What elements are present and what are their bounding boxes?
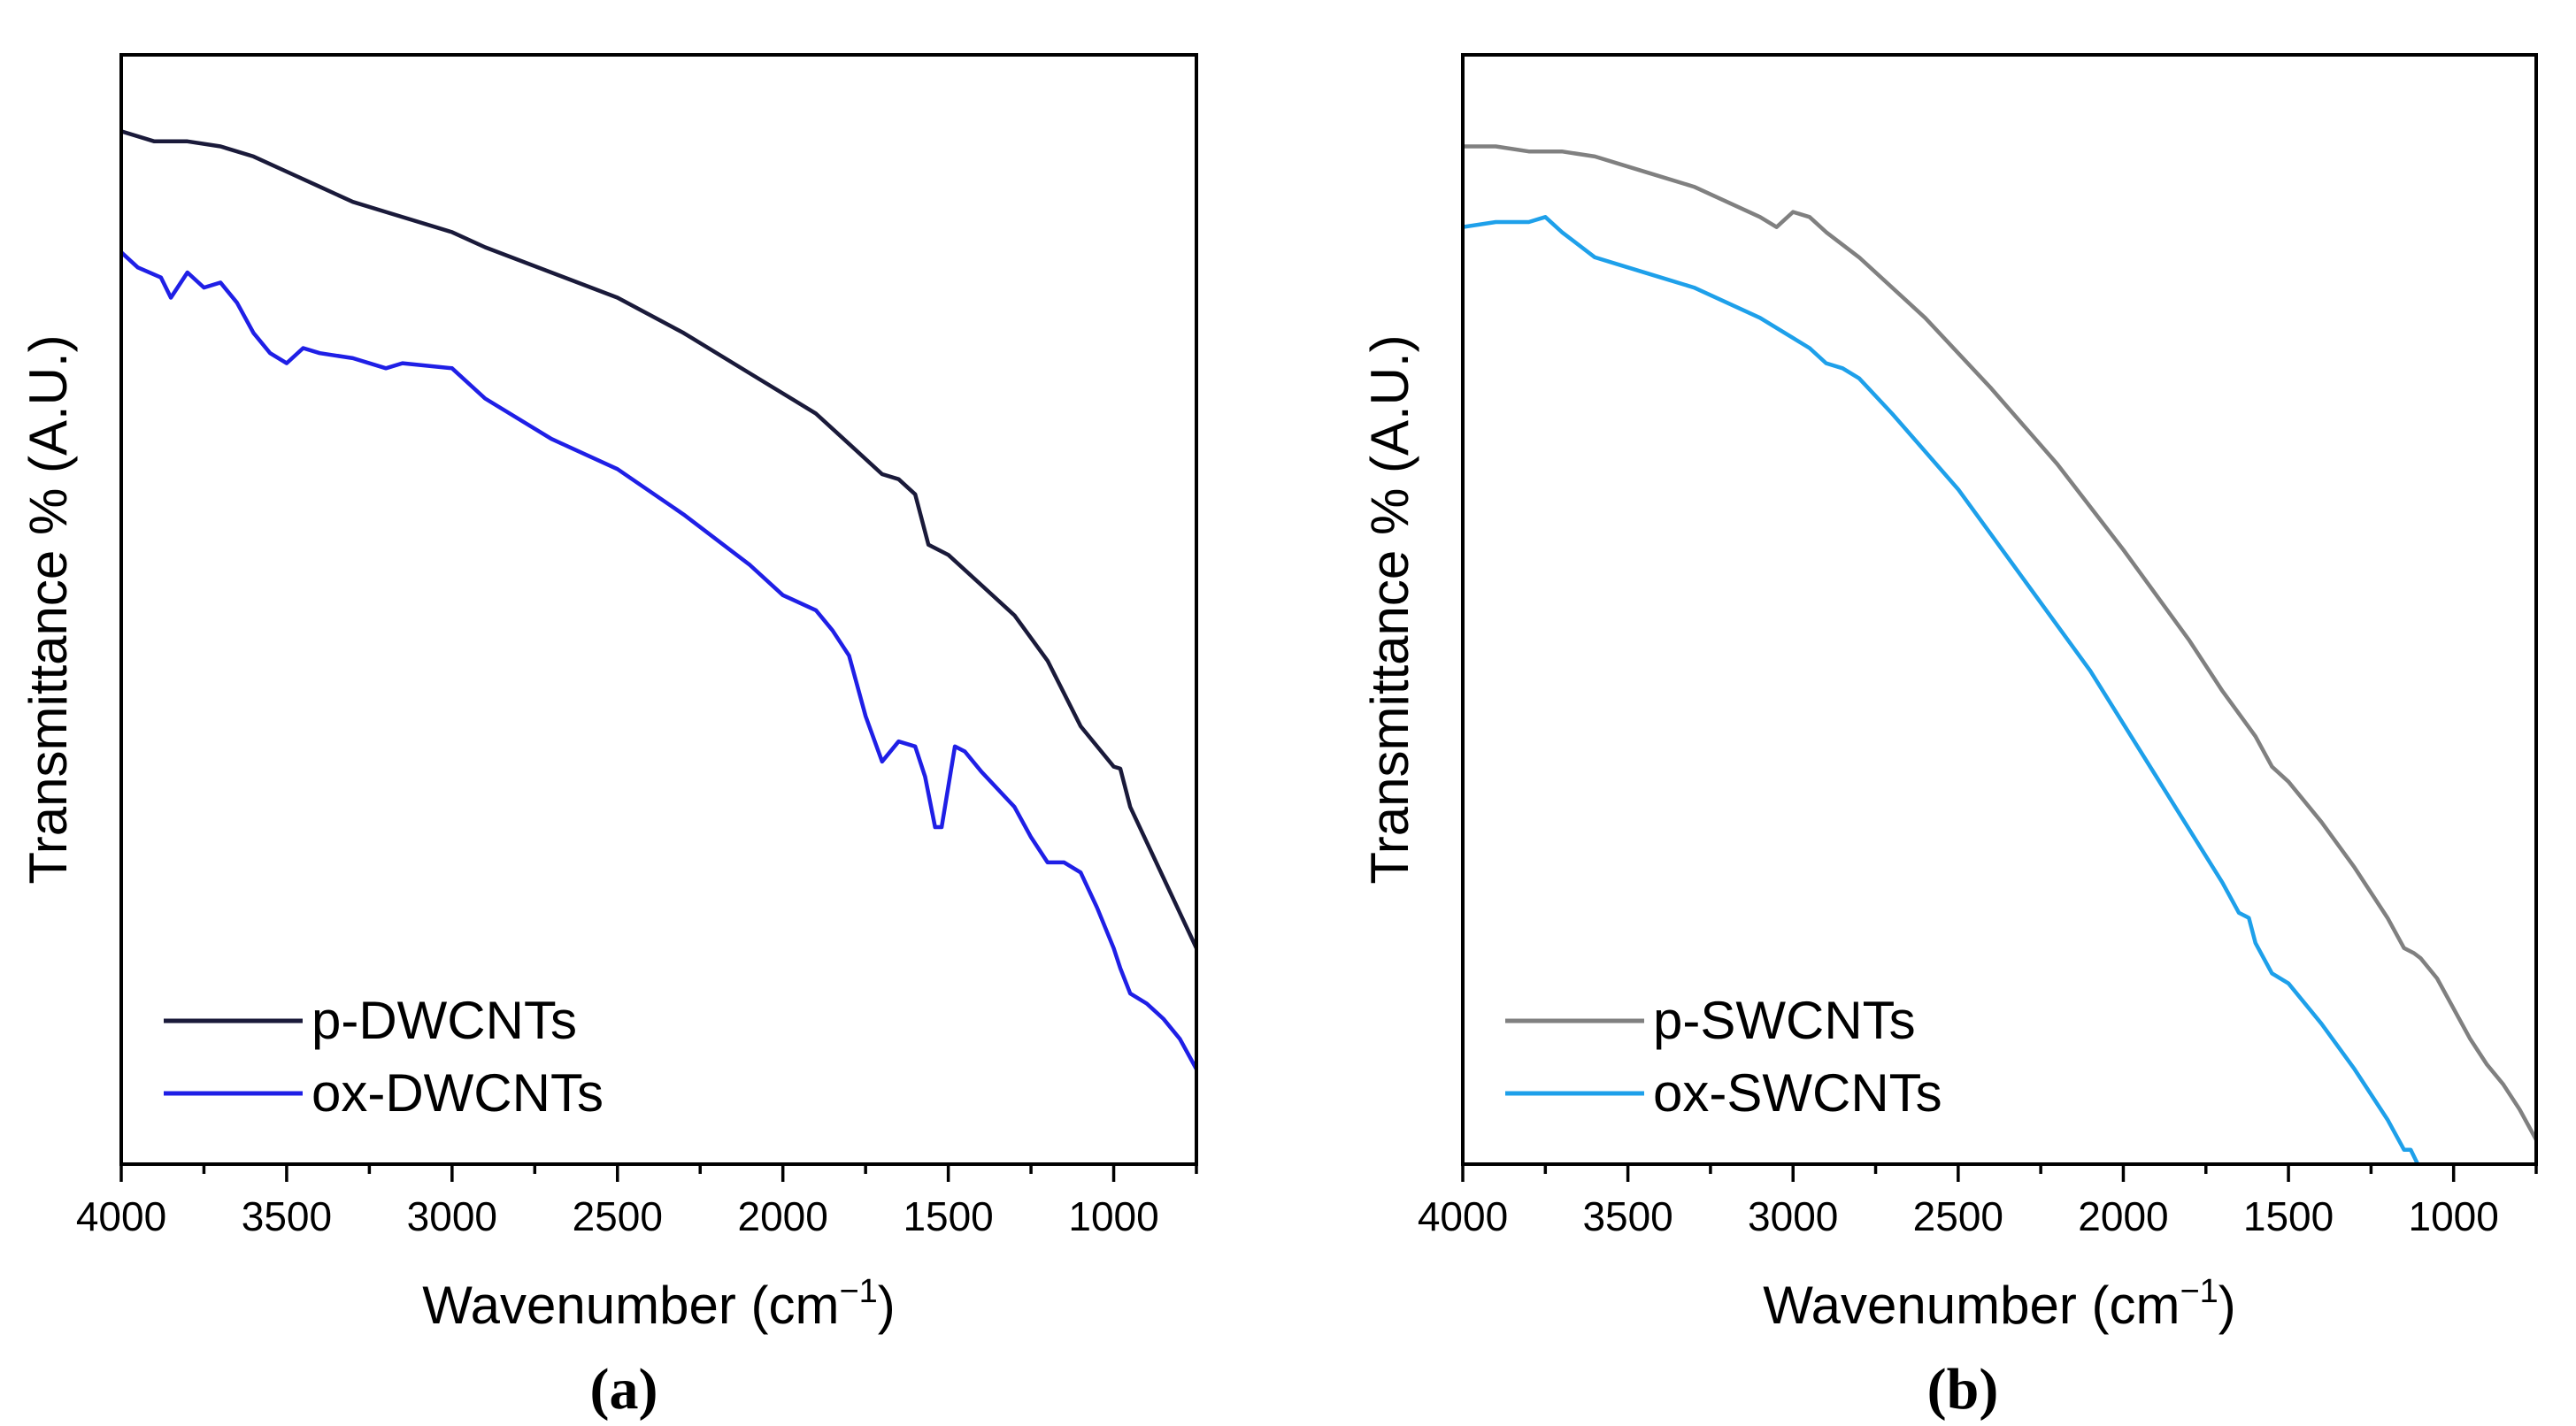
x-axis-label: Wavenumber (cm−1): [422, 1273, 896, 1335]
series-group: [1463, 144, 2536, 1164]
plot-frame: [1461, 53, 2538, 1166]
x-tick-label: 1000: [2409, 1193, 2499, 1239]
x-tick-label: 4000: [1418, 1193, 1508, 1239]
legend: p-DWCNTs ox-DWCNTs: [164, 991, 604, 1123]
x-tick-label: 1500: [2243, 1193, 2334, 1239]
y-axis-label: Transmittance % (A.U.): [19, 334, 78, 884]
x-tick-label: 2000: [2078, 1193, 2168, 1239]
series-line-p-SWCNTs: [1463, 144, 2536, 1141]
legend-label-p-SWCNTs: p-SWCNTs: [1653, 991, 1916, 1050]
x-tick-label: 1500: [903, 1193, 993, 1239]
x-tick-label: 4000: [76, 1193, 166, 1239]
x-tick-label: 2000: [738, 1193, 828, 1239]
x-axis-label: Wavenumber (cm−1): [1763, 1273, 2236, 1335]
series-line-ox-SWCNTs: [1463, 215, 2420, 1164]
x-tick-label: 3000: [407, 1193, 497, 1239]
panel-label: (b): [1927, 1357, 1999, 1422]
x-tick-label: 2500: [1913, 1193, 2003, 1239]
x-tick-label: 3500: [1582, 1193, 1672, 1239]
series-group: [121, 129, 1196, 1070]
legend-label-ox-DWCNTs: ox-DWCNTs: [311, 1063, 604, 1123]
panel-label: (a): [590, 1357, 658, 1422]
plot-frame: [119, 53, 1198, 1166]
series-line-p-DWCNTs: [121, 129, 1196, 949]
chart-panel-a: 4000 3500 3000 2500 2000 1500 1000 Wavenumber (…: [19, 53, 1198, 1422]
legend: p-SWCNTs ox-SWCNTs: [1505, 991, 1942, 1123]
x-tick-label: 3500: [242, 1193, 332, 1239]
x-tick-label: 2500: [573, 1193, 663, 1239]
x-tick-label: 3000: [1748, 1193, 1838, 1239]
legend-label-ox-SWCNTs: ox-SWCNTs: [1653, 1063, 1942, 1123]
legend-label-p-DWCNTs: p-DWCNTs: [311, 991, 577, 1050]
x-tick-label: 1000: [1068, 1193, 1158, 1239]
y-axis-label: Transmittance % (A.U.): [1360, 334, 1419, 884]
series-line-ox-DWCNTs: [121, 250, 1196, 1070]
chart-panel-b: 4000 3500 3000 2500 2000 1500 1000 Wavenumber (…: [1360, 53, 2538, 1422]
